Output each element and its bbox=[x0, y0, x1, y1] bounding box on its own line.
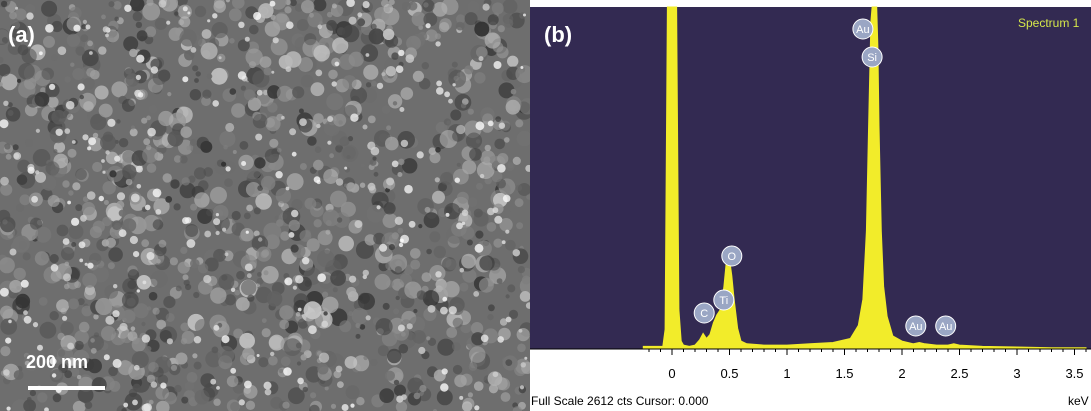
x-tick-label: 2 bbox=[898, 366, 905, 381]
plot-area bbox=[530, 7, 1091, 349]
x-axis-tick-labels: 0 0.5 1 1.5 2 2.5 3 3.5 bbox=[668, 366, 1083, 381]
peak-marker-label: Ti bbox=[719, 295, 728, 307]
x-tick-label: 1.5 bbox=[835, 366, 853, 381]
x-tick-label: 0.5 bbox=[720, 366, 738, 381]
x-tick-label: 3.5 bbox=[1065, 366, 1083, 381]
sem-micrograph bbox=[0, 0, 530, 411]
sem-image-panel: (a) 200 nm bbox=[0, 0, 530, 411]
panel-a-label: (a) bbox=[8, 22, 35, 47]
x-tick-label: 3 bbox=[1013, 366, 1020, 381]
spectrum-name: Spectrum 1 bbox=[1018, 16, 1080, 30]
full-scale-cursor-readout: Full Scale 2612 cts Cursor: 0.000 bbox=[531, 394, 709, 408]
peak-marker-label: Au bbox=[856, 24, 869, 36]
panel-b-label: (b) bbox=[544, 22, 573, 47]
peak-marker-label: Au bbox=[909, 321, 922, 333]
eds-spectrum-panel: 0 0.5 1 1.5 2 2.5 3 3.5 C Ti O Au Si Au Au Spectrum 1… bbox=[530, 0, 1091, 411]
peak-marker-label: O bbox=[728, 251, 737, 263]
x-tick-label: 1 bbox=[783, 366, 790, 381]
sem-grains bbox=[0, 0, 530, 411]
x-tick-label: 2.5 bbox=[950, 366, 968, 381]
x-axis-ticks bbox=[648, 349, 1087, 355]
spectrum-series bbox=[642, 6, 1087, 350]
eds-spectrum-chart: 0 0.5 1 1.5 2 2.5 3 3.5 C Ti O Au Si Au Au Spectrum 1 bbox=[530, 6, 1091, 381]
peak-marker-au: Au bbox=[905, 315, 927, 337]
peak-marker-c: C bbox=[693, 302, 715, 324]
scale-bar bbox=[28, 386, 105, 390]
peak-marker-au: Au bbox=[852, 18, 874, 40]
peak-marker-label: Si bbox=[867, 52, 877, 64]
x-tick-label: 0 bbox=[668, 366, 675, 381]
peak-marker-label: C bbox=[700, 308, 708, 320]
peak-markers: C Ti O Au Si Au Au bbox=[693, 18, 957, 337]
peak-marker-au: Au bbox=[935, 315, 957, 337]
peak-marker-o: O bbox=[721, 245, 743, 267]
x-axis-unit-label: keV bbox=[1068, 394, 1089, 408]
peak-marker-si: Si bbox=[861, 46, 883, 68]
scale-bar-label: 200 nm bbox=[26, 352, 89, 372]
peak-marker-ti: Ti bbox=[713, 289, 735, 311]
peak-marker-label: Au bbox=[939, 321, 952, 333]
